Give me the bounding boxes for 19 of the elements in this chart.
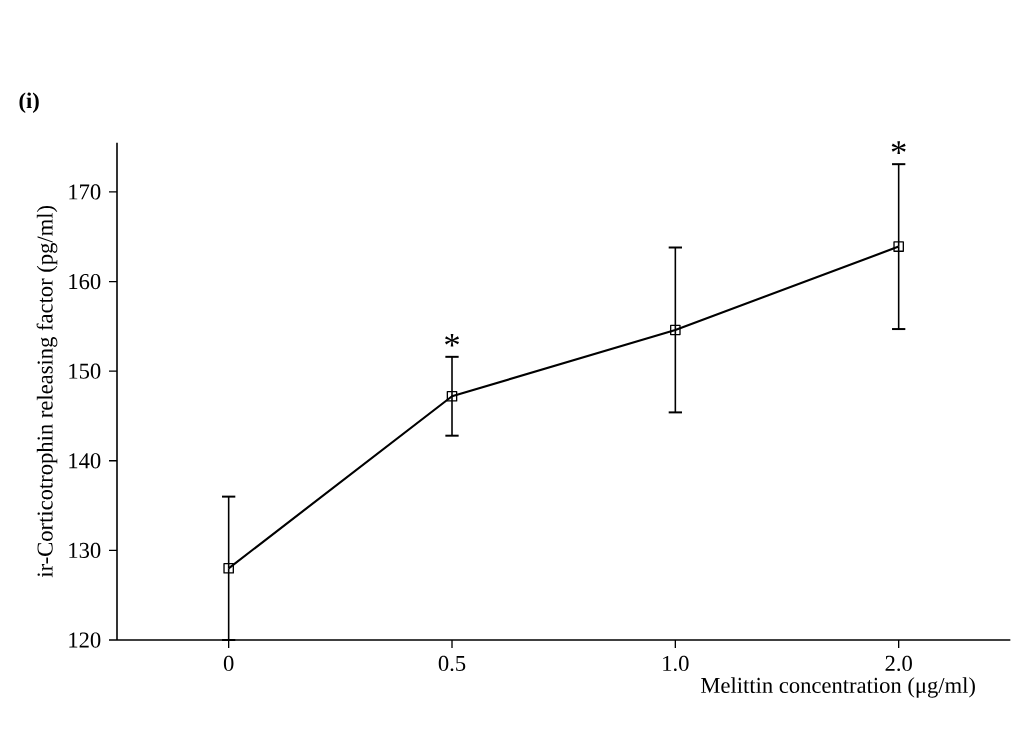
chart-title: (i) (19, 92, 39, 113)
point (446, 390, 458, 402)
annotation: * (891, 141, 906, 154)
y-tick-label: 160 (69, 273, 101, 290)
x-tick-label: 2.0 (885, 655, 912, 672)
x-tick-label: 1.0 (663, 655, 689, 672)
x-tick-label: 0 (223, 655, 234, 672)
y-axis-title: ir-Corticotrophin releasing factor (pg/ml) (36, 205, 58, 578)
point (223, 562, 234, 574)
y-tick-label: 150 (69, 363, 101, 379)
x-axis-title: Melittin concentration (μg/ml) (701, 677, 975, 698)
y-tick-label: 130 (69, 542, 101, 559)
x-tick-label: 0.5 (438, 655, 466, 672)
y-tick-label: 140 (69, 453, 101, 469)
point (670, 324, 681, 336)
y-tick-label: 120 (69, 632, 101, 648)
point (893, 241, 904, 252)
y-tick-label: 170 (69, 184, 101, 200)
annotation: * (445, 333, 459, 347)
